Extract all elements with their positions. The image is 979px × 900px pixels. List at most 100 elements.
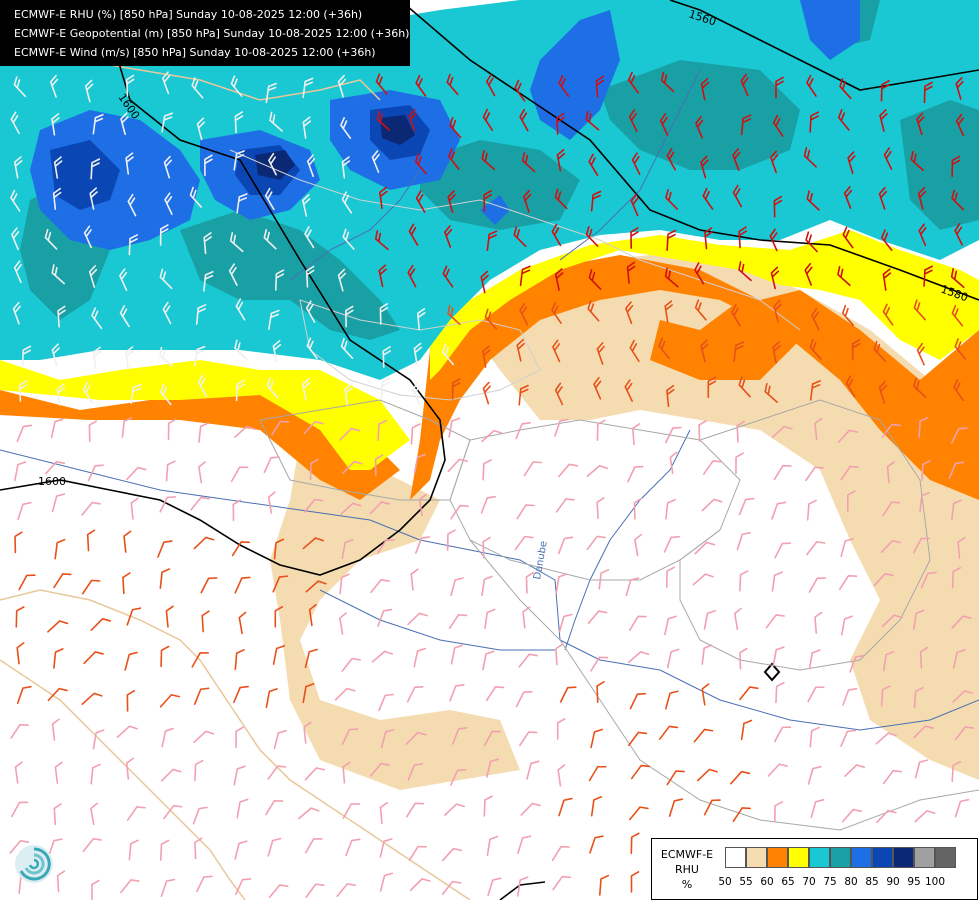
wind-barb-shaft	[916, 342, 925, 366]
wind-barb	[841, 304, 855, 327]
wind-barb-shaft	[447, 458, 469, 472]
wind-barb	[484, 308, 498, 330]
wind-barb	[525, 571, 535, 594]
wind-barb-shaft	[625, 577, 640, 597]
wind-barb-shaft	[230, 466, 249, 483]
wind-barb	[555, 573, 568, 594]
wind-barb-shaft	[51, 264, 65, 285]
wind-barb	[552, 875, 572, 891]
wind-barb-shaft	[447, 304, 461, 326]
wind-barb-shaft	[554, 188, 568, 210]
wind-barb-shaft	[450, 644, 464, 665]
title-rhu: ECMWF-E RHU (%) [850 hPa] Sunday 10-08-2…	[14, 8, 363, 21]
wind-barb-shaft	[558, 613, 573, 633]
rh-region-tan-central	[270, 440, 520, 790]
wind-barb-shaft	[955, 113, 965, 137]
wind-barb	[379, 303, 389, 325]
wind-barb-shaft	[53, 648, 64, 669]
wind-barb-shaft	[880, 539, 902, 554]
wind-barb-shaft	[449, 684, 465, 702]
wind-barb	[658, 337, 671, 360]
wind-barb-shaft	[878, 186, 887, 210]
title-wind: ECMWF-E Wind (m/s) [850 hPa] Sunday 10-0…	[14, 46, 376, 59]
wind-barb	[378, 264, 387, 288]
wind-barb	[416, 308, 426, 331]
wind-barb	[555, 643, 564, 666]
wind-barb	[519, 108, 529, 132]
wind-barb	[882, 501, 901, 517]
wind-barb	[595, 75, 605, 98]
wind-barb-shaft	[814, 417, 823, 441]
river-elbe	[289, 169, 421, 281]
wind-barb-shaft	[13, 260, 22, 284]
wind-barb-shaft	[805, 466, 824, 482]
wind-barb-shaft	[84, 79, 94, 103]
wind-barb-shaft	[198, 461, 206, 484]
wind-barb-shaft	[228, 263, 238, 286]
wind-barb	[235, 298, 246, 321]
wind-barb	[444, 803, 466, 816]
wind-barb-shaft	[234, 425, 256, 438]
wind-barb	[482, 345, 491, 368]
wind-barb-shaft	[341, 728, 359, 745]
wind-barb-shaft	[303, 721, 312, 744]
wind-barb-shaft	[53, 156, 63, 179]
wind-barb	[160, 645, 170, 668]
wind-barb-shaft	[190, 496, 210, 511]
wind-barb	[407, 612, 428, 626]
wind-barb	[14, 461, 27, 482]
wind-barb	[369, 501, 391, 515]
wind-barb	[811, 307, 820, 331]
wind-barb	[703, 799, 721, 816]
wind-barb	[235, 726, 244, 749]
wind-barb-shaft	[203, 270, 214, 292]
wind-barb	[191, 77, 204, 99]
wind-barb	[486, 835, 499, 857]
wind-barb	[732, 148, 741, 171]
wind-barb	[913, 687, 924, 709]
wind-barb-shaft	[698, 420, 707, 442]
wind-barb-shaft	[694, 262, 705, 285]
wind-barb-shaft	[844, 764, 866, 778]
wind-barb	[337, 268, 347, 292]
wind-barb	[882, 769, 902, 785]
border-north	[229, 149, 801, 331]
wind-barb-shaft	[485, 686, 505, 702]
wind-barb	[379, 186, 388, 210]
wind-barb-shaft	[586, 464, 608, 477]
wind-barb	[125, 757, 135, 780]
wind-barb-shaft	[89, 187, 98, 210]
wind-barb	[275, 269, 285, 291]
wind-barb	[415, 74, 427, 97]
wind-barb-shaft	[125, 346, 134, 369]
wind-barb	[197, 374, 208, 397]
wind-barb	[340, 337, 354, 359]
wind-barb	[634, 533, 642, 557]
wind-barb	[697, 768, 718, 782]
wind-barb-shaft	[235, 726, 244, 749]
wind-barb	[81, 579, 101, 595]
wind-barb-shaft	[265, 799, 284, 816]
wind-barb	[881, 423, 901, 438]
wind-barb-shaft	[126, 806, 146, 821]
wind-barb-shaft	[843, 186, 853, 209]
wind-barb-shaft	[523, 189, 532, 213]
wind-barb	[628, 731, 648, 747]
wind-barb	[918, 416, 929, 439]
wind-barb	[341, 728, 359, 745]
wind-barb-shaft	[557, 764, 566, 787]
wind-barb	[16, 685, 32, 705]
wind-barb	[49, 74, 59, 98]
wind-barb-shaft	[18, 574, 36, 591]
wind-barb	[162, 301, 172, 325]
wind-barb	[625, 301, 634, 325]
wind-barb	[693, 728, 714, 743]
wind-barb	[90, 802, 98, 826]
wind-barb	[809, 380, 821, 401]
wind-barb	[268, 152, 277, 176]
legend-swatch	[767, 847, 788, 868]
wind-barb	[806, 499, 817, 521]
wind-barb	[264, 187, 275, 211]
river-vistula	[559, 69, 701, 261]
wind-barb-shaft	[374, 230, 389, 251]
